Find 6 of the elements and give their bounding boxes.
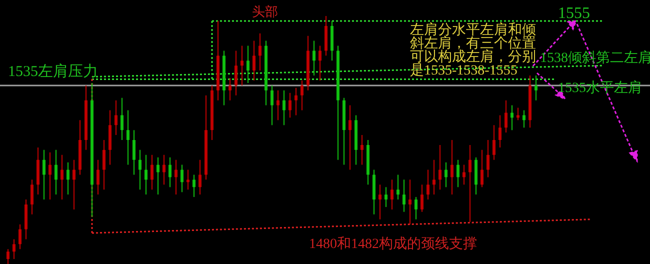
annotation: 左肩分水平左肩和倾斜左肩，有三个位置可以构成左肩，分别是1535-1538-1555: [410, 22, 536, 78]
annotation: 1480和1482构成的颈线支撑: [309, 236, 477, 252]
annotation: 头部: [252, 4, 278, 19]
annotation: 1538倾斜第二左肩: [540, 50, 650, 66]
annotation: 1555: [558, 5, 590, 22]
annotation: 1535左肩压力: [8, 63, 98, 80]
